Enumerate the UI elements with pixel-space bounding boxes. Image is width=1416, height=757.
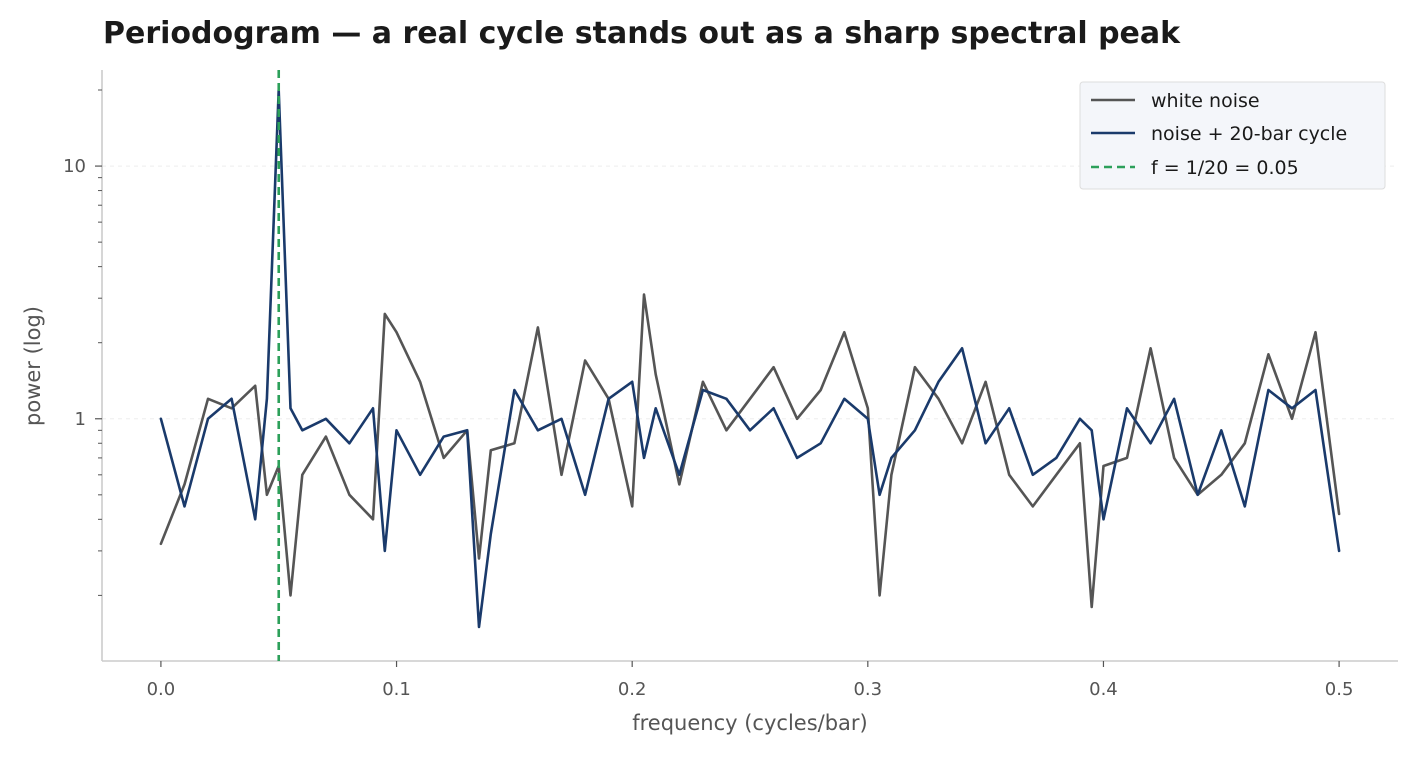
x-tick-label: 0.2 [618, 679, 647, 700]
legend-label-noise-cycle: noise + 20-bar cycle [1151, 123, 1347, 145]
legend: white noise noise + 20-bar cycle f = 1/2… [1079, 81, 1386, 190]
x-axis-label: frequency (cycles/bar) [632, 711, 868, 735]
legend-box [1079, 81, 1386, 190]
x-tick-label: 0.5 [1325, 679, 1354, 700]
grid-lines [102, 165, 1398, 420]
tick-marks: 1 10 0.0 0.1 0.2 0.3 0.4 0.5 [63, 89, 1354, 700]
series-line-noise-cycle [159, 88, 1341, 629]
series-line-white-noise [159, 293, 1341, 609]
x-tick-label: 0.0 [147, 679, 176, 700]
series-lines [159, 88, 1341, 629]
legend-label-white-noise: white noise [1151, 90, 1260, 112]
legend-label-reference: f = 1/20 = 0.05 [1151, 157, 1299, 179]
x-tick-label: 0.4 [1089, 679, 1118, 700]
x-tick-label: 0.1 [382, 679, 411, 700]
y-tick-label: 10 [63, 156, 86, 177]
y-tick-label: 1 [75, 409, 86, 430]
y-axis-label: power (log) [21, 306, 45, 426]
axes [101, 70, 1398, 662]
x-tick-label: 0.3 [853, 679, 882, 700]
chart-title: Periodogram — a real cycle stands out as… [103, 16, 1181, 51]
